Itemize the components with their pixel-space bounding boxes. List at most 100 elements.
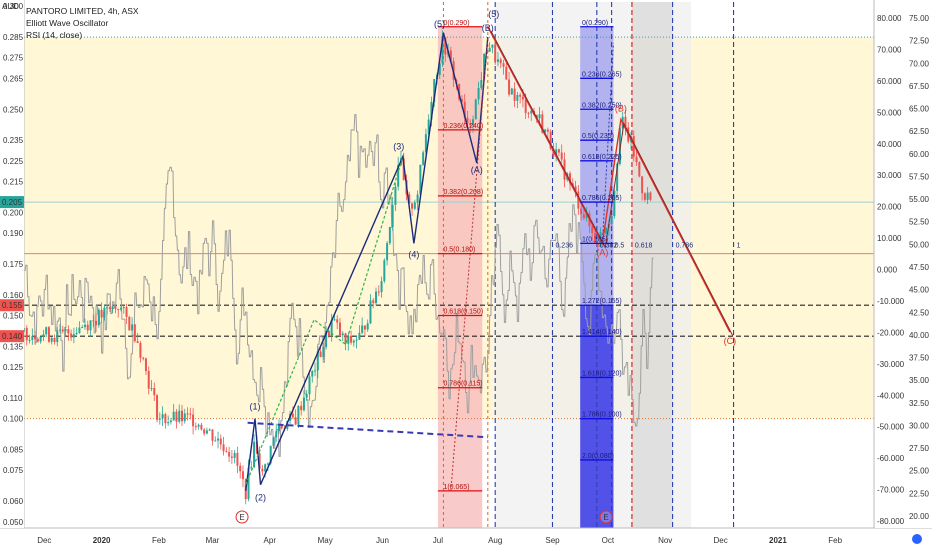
candle-body-150: [438, 63, 441, 75]
candle-body-62: [194, 426, 197, 428]
impulse-label-6: (B): [482, 23, 494, 33]
left-tick-19: 0.060: [3, 497, 24, 506]
candle-body-75: [230, 456, 233, 458]
left-tick-8: 0.200: [3, 208, 24, 217]
candle-body-21: [81, 327, 84, 329]
candle-body-58: [183, 413, 186, 422]
candle-body-56: [178, 410, 181, 422]
candle-body-171: [496, 59, 499, 62]
osc-tick-13: -50.000: [877, 423, 905, 432]
candle-body-135: [397, 165, 400, 187]
legend-symbol[interactable]: PANTORO LIMITED, 4h, ASX: [26, 6, 139, 16]
candle-body-121: [358, 332, 361, 340]
candle-body-24: [89, 320, 92, 331]
candle-body-220: [632, 136, 635, 157]
left-tick-5: 0.235: [3, 136, 24, 145]
candle-body-9: [47, 327, 50, 342]
candle-body-128: [377, 291, 380, 293]
candle-body-212: [610, 215, 613, 225]
candle-body-32: [111, 306, 114, 310]
candle-body-50: [161, 414, 164, 419]
candle-body-61: [192, 414, 195, 427]
candle-body-110: [327, 331, 330, 336]
candle-body-123: [363, 325, 366, 330]
fib-red-label-5: 0.786(0.115): [443, 381, 482, 388]
event-marker-label-0: E: [239, 513, 244, 522]
osc-tick-3: 50.000: [877, 108, 902, 117]
candle-body-203: [585, 213, 588, 219]
candle-body-148: [433, 79, 436, 102]
candle-body-132: [388, 227, 391, 244]
rsi-tick-10: 50.00: [909, 240, 930, 249]
rsi-tick-15: 37.50: [909, 354, 930, 363]
rsi-tick-9: 52.50: [909, 218, 930, 227]
candle-body-51: [164, 414, 167, 424]
legend-indicator-rsi[interactable]: RSI (14, close): [26, 30, 83, 40]
osc-tick-12: -40.000: [877, 391, 905, 400]
left-tick-0: 0.300: [3, 2, 24, 11]
candle-body-117: [347, 335, 350, 344]
corrective-wave-channel: [490, 30, 734, 337]
candle-body-19: [75, 333, 78, 335]
wave-labels: (1) (2) (3) (4) (5) (A) (B) (5) (A) (B) (C): [249, 9, 736, 503]
candle-body-163: [474, 99, 477, 120]
candle-body-5: [36, 339, 39, 342]
rsi-tick-12: 45.00: [909, 286, 930, 295]
candle-body-207: [596, 243, 599, 247]
candle-body-44: [144, 358, 147, 371]
tradingview-logo-icon: [912, 534, 922, 544]
candle-body-54: [172, 411, 175, 421]
candle-body-90: [272, 437, 275, 446]
fib-time-label-0: 0.236: [555, 242, 573, 249]
time-tick-10: Oct: [602, 536, 615, 545]
impulse-label-2: (3): [393, 142, 404, 152]
candle-body-139: [408, 194, 411, 204]
ewo-oscillator-line: [24, 114, 654, 457]
candle-body-1: [25, 327, 28, 341]
legend-indicator-ewo[interactable]: Elliott Wave Oscillator: [26, 18, 109, 28]
candle-body-73: [225, 451, 228, 453]
fib-red-label-4: 0.618(0.150): [443, 309, 483, 316]
osc-tick-4: 40.000: [877, 140, 902, 149]
time-tick-9: Sep: [545, 536, 560, 545]
fib-red-label-0: 0(0.290): [443, 20, 469, 27]
osc-tick-7: 10.000: [877, 234, 902, 243]
candle-body-47: [153, 387, 156, 396]
event-marker-label-1: E: [603, 513, 608, 522]
fib-red-label-1: 0.236(0.240): [443, 123, 483, 130]
candle-body-78: [239, 465, 242, 472]
candle-body-114: [338, 322, 341, 336]
candle-body-191: [552, 148, 555, 157]
candle-body-113: [336, 319, 339, 323]
rsi-tick-8: 55.00: [909, 195, 930, 204]
candle-body-182: [527, 112, 530, 114]
time-axis-ticks: Dec 2020 Feb Mar Apr May Jun Jul Aug Sep Oct Nov Dec…: [37, 536, 842, 545]
candle-body-133: [391, 204, 394, 228]
rsi-tick-5: 62.50: [909, 127, 930, 136]
candle-body-67: [208, 429, 211, 431]
candle-body-95: [286, 420, 289, 429]
time-tick-11: Nov: [658, 536, 672, 545]
fib-blue-label-3: 0.5(0.235): [582, 133, 614, 140]
fib-blue-label-6: 1(0.185): [582, 236, 608, 243]
candle-body-52: [167, 422, 170, 424]
candle-body-10: [50, 337, 53, 342]
candle-body-104: [311, 370, 314, 377]
candle-body-64: [200, 424, 203, 430]
time-tick-3: Mar: [206, 536, 220, 545]
candle-body-125: [369, 300, 372, 324]
left-badge-2: [0, 330, 24, 343]
candle-body-221: [635, 156, 638, 163]
osc-tick-16: -80.000: [877, 517, 905, 526]
candle-body-193: [557, 149, 560, 153]
time-tick-0: Dec: [37, 536, 51, 545]
subwave-path: [245, 156, 404, 485]
left-tick-9: 0.190: [3, 229, 24, 238]
candle-body-76: [233, 452, 236, 458]
candle-body-226: [649, 192, 652, 200]
candle-body-189: [546, 129, 549, 132]
candle-body-213: [613, 190, 616, 216]
time-tick-6: Jun: [376, 536, 389, 545]
